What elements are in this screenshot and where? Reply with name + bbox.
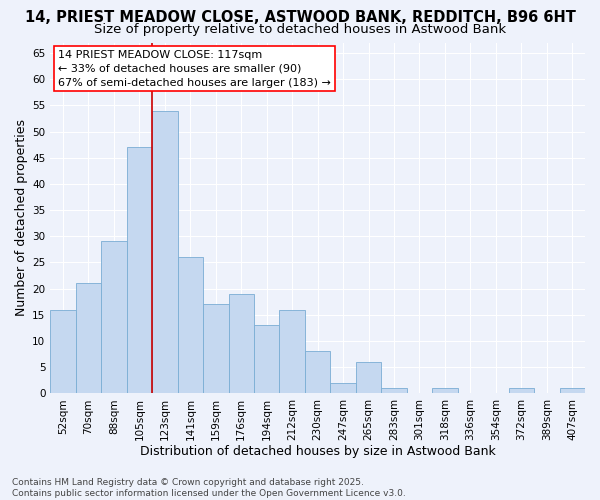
Bar xyxy=(178,257,203,394)
Bar xyxy=(305,352,331,394)
Bar xyxy=(76,284,101,394)
Bar xyxy=(381,388,407,394)
Bar xyxy=(280,310,305,394)
Bar xyxy=(356,362,381,394)
Bar xyxy=(101,242,127,394)
Text: Size of property relative to detached houses in Astwood Bank: Size of property relative to detached ho… xyxy=(94,22,506,36)
Bar xyxy=(127,147,152,394)
Bar xyxy=(509,388,534,394)
Bar xyxy=(331,383,356,394)
Bar xyxy=(254,326,280,394)
Text: 14, PRIEST MEADOW CLOSE, ASTWOOD BANK, REDDITCH, B96 6HT: 14, PRIEST MEADOW CLOSE, ASTWOOD BANK, R… xyxy=(25,10,575,25)
Text: Contains HM Land Registry data © Crown copyright and database right 2025.
Contai: Contains HM Land Registry data © Crown c… xyxy=(12,478,406,498)
Bar xyxy=(560,388,585,394)
Y-axis label: Number of detached properties: Number of detached properties xyxy=(15,120,28,316)
X-axis label: Distribution of detached houses by size in Astwood Bank: Distribution of detached houses by size … xyxy=(140,444,496,458)
Bar xyxy=(203,304,229,394)
Bar xyxy=(229,294,254,394)
Bar xyxy=(432,388,458,394)
Bar xyxy=(50,310,76,394)
Text: 14 PRIEST MEADOW CLOSE: 117sqm
← 33% of detached houses are smaller (90)
67% of : 14 PRIEST MEADOW CLOSE: 117sqm ← 33% of … xyxy=(58,50,331,88)
Bar xyxy=(152,110,178,394)
